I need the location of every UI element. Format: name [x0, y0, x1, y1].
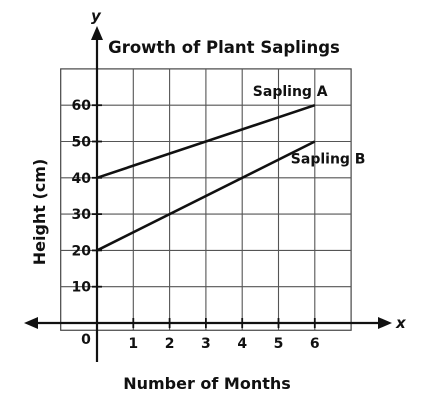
ticks: 1 2 3 4 5 6 10 20 30 40 50 60 — [72, 98, 320, 352]
x-tick-label: 3 — [201, 336, 211, 352]
origin-label: 0 — [81, 332, 91, 348]
y-tick-label: 30 — [72, 207, 92, 223]
x-tick-label: 1 — [128, 336, 138, 352]
y-tick-label: 20 — [72, 243, 92, 259]
x-axis-left-arrow — [24, 317, 38, 329]
series-label: Sapling A — [253, 84, 328, 100]
x-axis-letter: x — [395, 314, 407, 332]
series: Sapling A Sapling B — [96, 84, 366, 252]
y-axis-letter: y — [91, 7, 102, 25]
x-tick-label: 5 — [274, 336, 284, 352]
series-line-sapling-a — [96, 103, 316, 180]
x-tick-label: 4 — [237, 336, 247, 352]
y-tick-label: 40 — [72, 171, 92, 187]
chart-title: Growth of Plant Saplings — [108, 38, 340, 57]
series-label: Sapling B — [291, 152, 366, 168]
x-tick-label: 6 — [310, 336, 320, 352]
y-tick-label: 50 — [72, 135, 92, 151]
x-axis-label: Number of Months — [123, 374, 291, 393]
axes — [24, 26, 392, 362]
series-line-sapling-b — [96, 140, 316, 252]
x-tick-label: 2 — [165, 336, 175, 352]
x-axis-right-arrow — [378, 317, 392, 329]
y-axis-label: Height (cm) — [30, 159, 49, 266]
y-axis-up-arrow — [91, 26, 103, 40]
y-tick-label: 60 — [72, 98, 92, 114]
y-tick-label: 10 — [72, 280, 92, 296]
